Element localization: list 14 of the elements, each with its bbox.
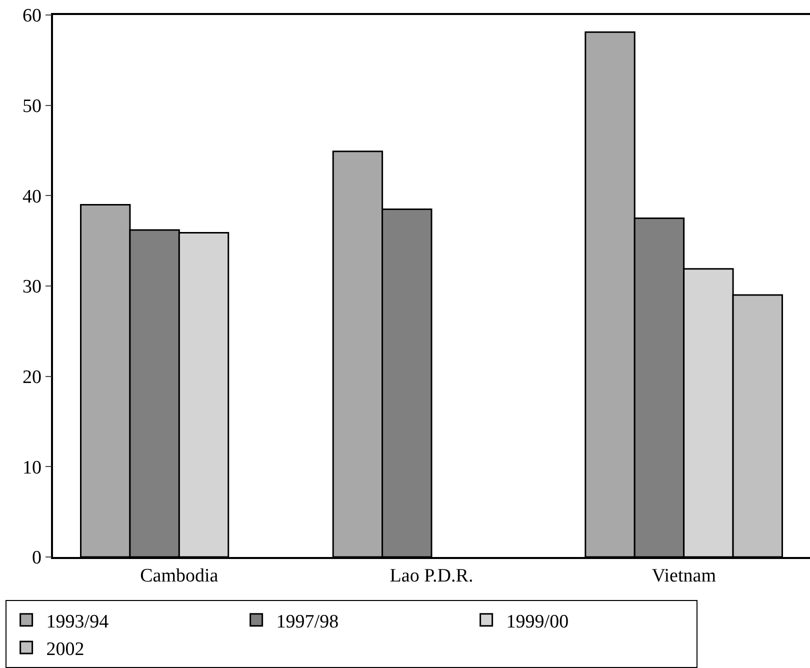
- x-tick-label: Cambodia: [140, 566, 219, 587]
- x-tick-label: Vietnam: [652, 566, 716, 587]
- y-tick-label: 50: [22, 96, 42, 117]
- legend-label: 1999/00: [506, 611, 569, 632]
- y-tick-label: 30: [22, 276, 42, 298]
- legend-label: 1997/98: [276, 611, 339, 632]
- y-tick-label: 10: [22, 457, 42, 478]
- y-tick-label: 40: [22, 186, 42, 208]
- y-tick-label: 60: [22, 6, 42, 27]
- y-tick-label: 20: [22, 366, 42, 388]
- legend-label: 1993/94: [46, 611, 110, 632]
- x-tick-label: Lao P.D.R.: [390, 566, 474, 587]
- y-tick-label: 0: [32, 548, 42, 569]
- legend-label: 2002: [46, 638, 84, 660]
